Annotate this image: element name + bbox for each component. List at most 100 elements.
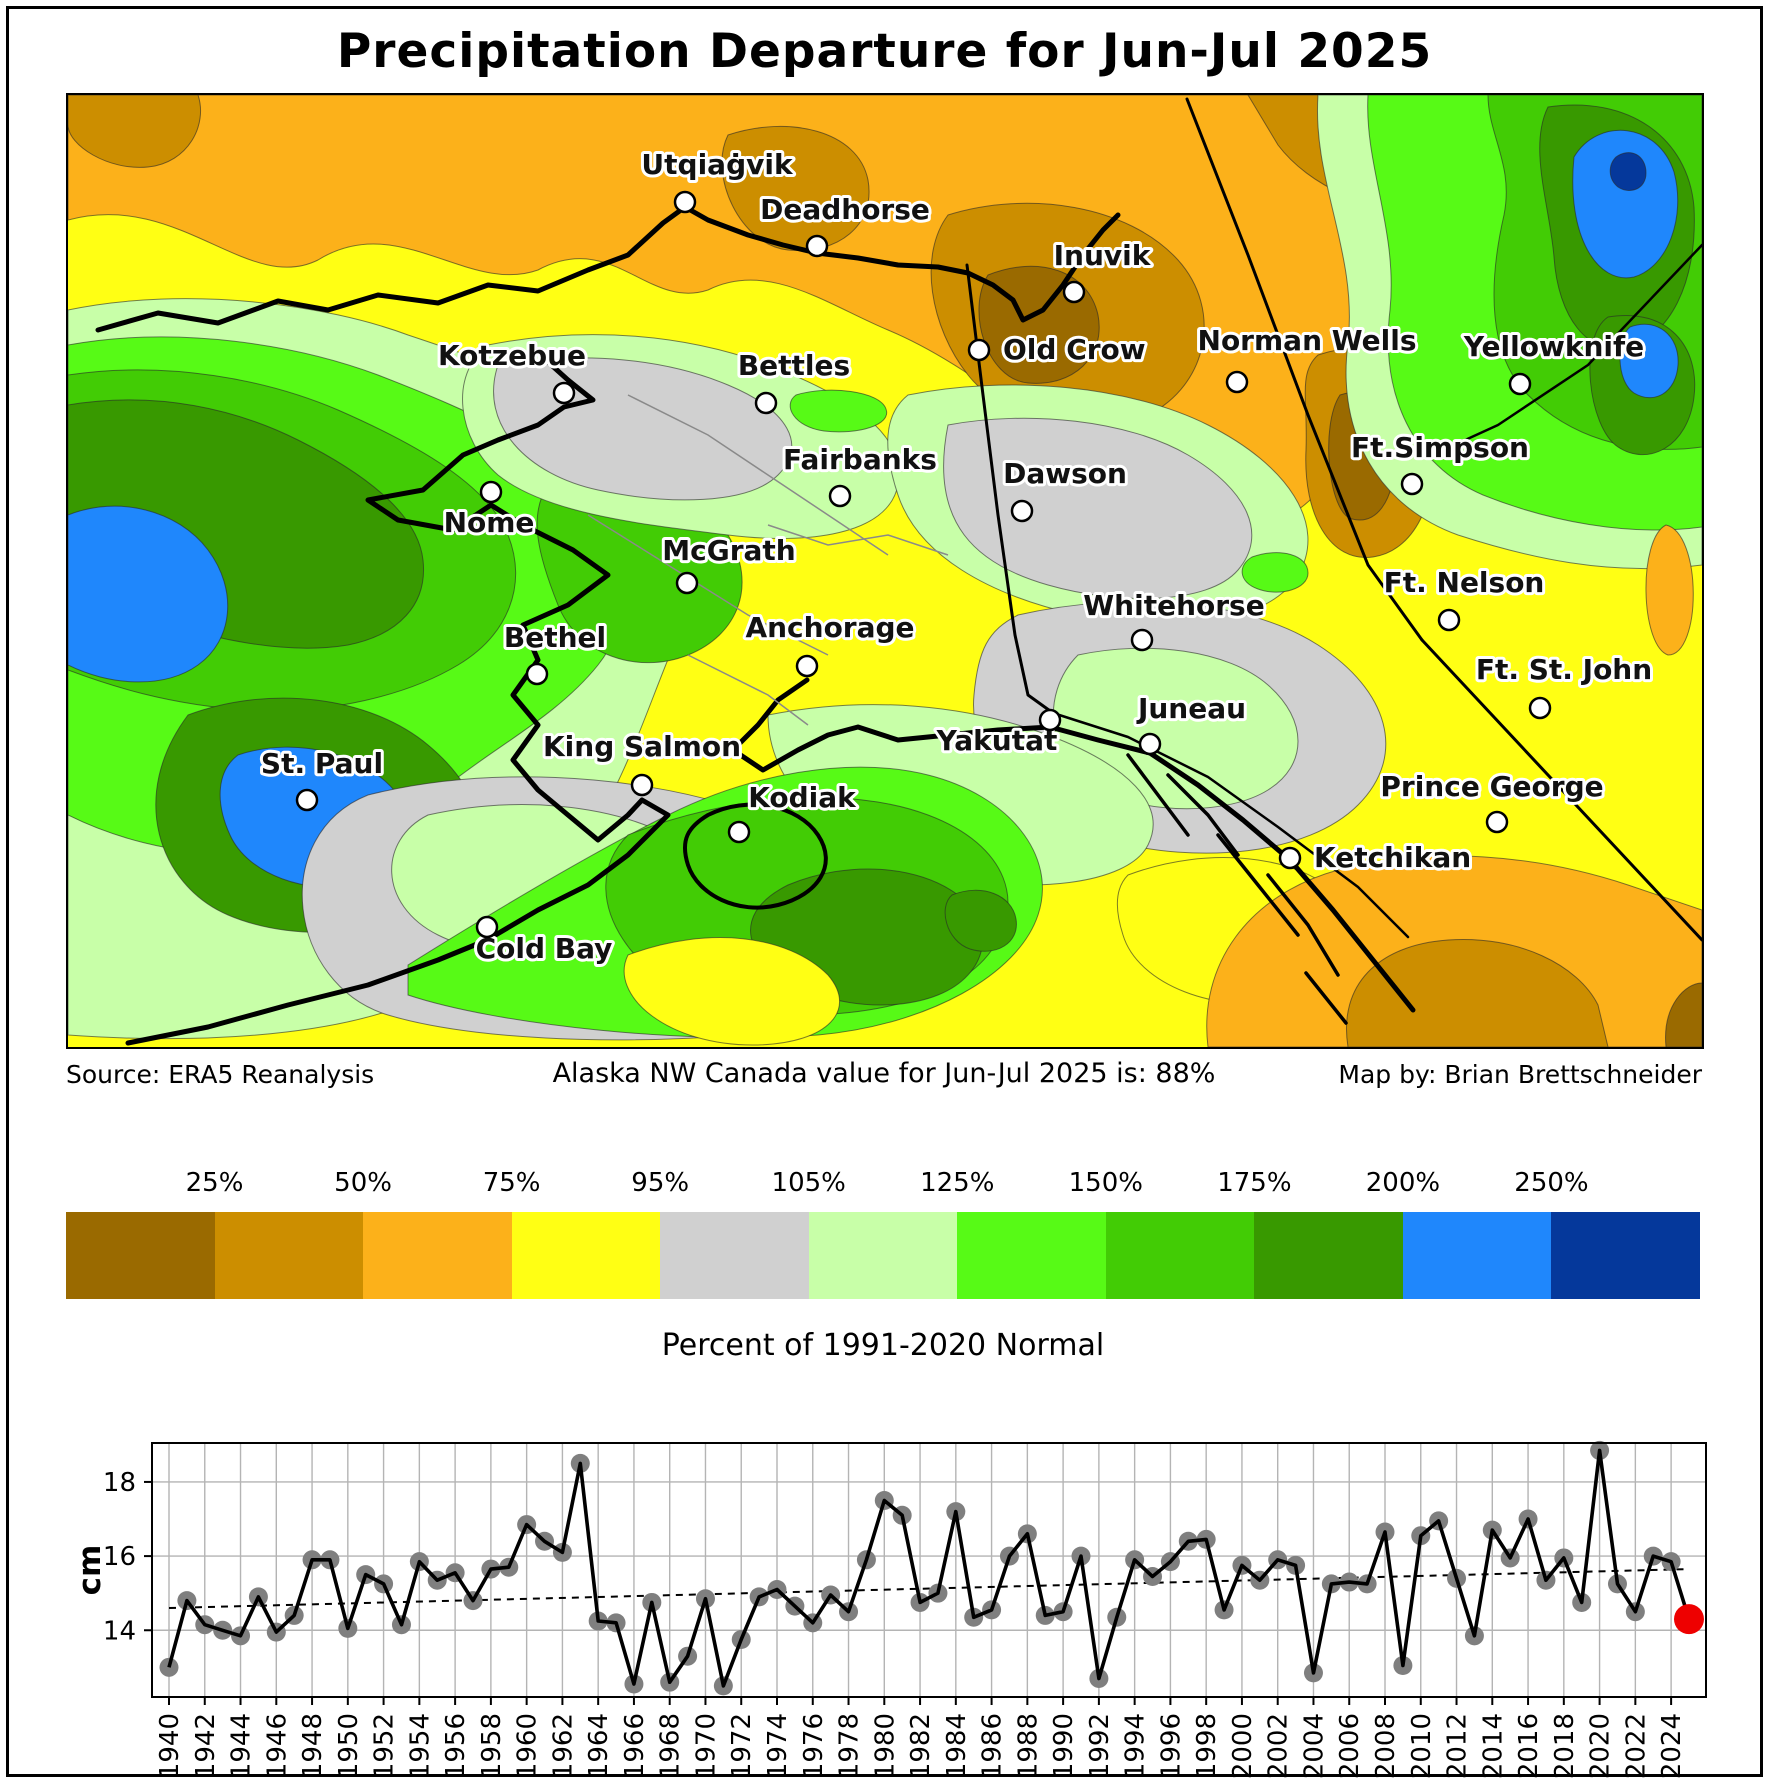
x-tick-label: 1998	[1192, 1713, 1222, 1779]
city-marker	[525, 662, 549, 686]
city-label: Yakutat	[936, 724, 1058, 757]
x-tick-label: 1978	[835, 1713, 865, 1779]
map-contour-region	[1665, 982, 1702, 1047]
city-marker	[675, 571, 699, 595]
x-tick-label: 1996	[1156, 1713, 1186, 1779]
city-label: Bethel	[504, 621, 606, 654]
city-label: Kotzebue	[438, 339, 586, 372]
x-tick-label: 2012	[1443, 1713, 1473, 1779]
map-contour-region	[68, 95, 202, 168]
city-label: Whitehorse	[1083, 589, 1264, 622]
city-marker	[967, 338, 991, 362]
colorbar-caption: Percent of 1991-2020 Normal	[661, 1328, 1105, 1363]
border-alaska-bc	[1051, 711, 1410, 939]
map-contour-region	[1619, 323, 1679, 399]
map-contour-region	[1241, 552, 1309, 593]
city-marker	[1038, 708, 1062, 732]
city-label: Ft. St. John	[1476, 653, 1652, 686]
city-marker	[475, 915, 499, 939]
x-tick-label: 1984	[942, 1713, 972, 1779]
interior-boundary	[627, 394, 889, 556]
region-value-text: Alaska NW Canada value for Jun-Jul 2025 …	[552, 1058, 1216, 1089]
map-contour-region	[721, 125, 870, 252]
x-tick-label: 1974	[763, 1713, 793, 1779]
y-tick-label: 18	[103, 1468, 136, 1498]
map-contour-region	[943, 417, 1253, 599]
panhandle-island	[1216, 833, 1300, 937]
city-label: Yellowknife	[1463, 330, 1644, 363]
x-tick-label: 2002	[1264, 1713, 1294, 1779]
map-contour-region	[1645, 524, 1694, 656]
map-contour-region	[789, 389, 888, 433]
colorbar	[66, 1212, 1701, 1299]
x-tick-label: 1982	[906, 1713, 936, 1779]
x-tick-label: 1972	[727, 1713, 757, 1779]
colorbar-segment	[957, 1212, 1106, 1299]
precipitation-map: Utqiaġvik Deadhorse Inuvik Old Crow Norman W…	[66, 93, 1704, 1049]
colorbar-segment	[1254, 1212, 1403, 1299]
city-label: Old Crow	[1003, 333, 1146, 366]
city-marker	[1225, 370, 1249, 394]
colorbar-tick-labels: 25% 50% 75% 95% 105% 125% 150% 175% 200% 250%	[66, 1168, 1700, 1202]
x-tick-label: 1968	[656, 1713, 686, 1779]
city-label: Ft.Simpson	[1351, 431, 1529, 464]
y-axis-label: cm	[72, 1545, 108, 1596]
city-marker	[1485, 810, 1509, 834]
x-tick-label: 1958	[477, 1713, 507, 1779]
city-marker	[295, 788, 319, 812]
border-bc-diagonal	[1420, 638, 1702, 942]
x-tick-label: 1944	[227, 1713, 257, 1779]
x-tick-label: 1986	[978, 1713, 1008, 1779]
colorbar-tick-label: 95%	[631, 1168, 690, 1198]
city-marker	[1400, 472, 1424, 496]
map-contour-region	[68, 505, 229, 683]
city-label: Inuvik	[1054, 239, 1152, 272]
x-tick-label: 1980	[870, 1713, 900, 1779]
city-label: St. Paul	[261, 747, 383, 780]
city-marker	[754, 391, 778, 415]
x-tick-label: 1956	[441, 1713, 471, 1779]
map-contour-region	[944, 889, 1017, 952]
city-marker	[1508, 372, 1532, 396]
x-tick-label: 1966	[620, 1713, 650, 1779]
x-tick-label: 1988	[1013, 1713, 1043, 1779]
border-alaska-yukon	[965, 263, 1055, 715]
y-tick-label: 14	[103, 1616, 136, 1646]
city-marker	[795, 654, 819, 678]
interior-boundary	[587, 514, 829, 656]
colorbar-tick-label: 105%	[771, 1168, 846, 1198]
x-tick-label: 1962	[548, 1713, 578, 1779]
x-tick-label: 1960	[513, 1713, 543, 1779]
x-tick-label: 1946	[262, 1713, 292, 1779]
x-tick-label: 2014	[1478, 1713, 1508, 1779]
timeseries-chart: 14 16 18 1940 1942 1944 1946 1948 1950 1952 1954 19…	[0, 1400, 1769, 1783]
x-tick-label: 1994	[1121, 1713, 1151, 1779]
map-contour-region	[623, 937, 840, 1046]
border-nwt-east	[1426, 243, 1702, 459]
colorbar-segment	[660, 1212, 809, 1299]
x-tick-label: 2008	[1371, 1713, 1401, 1779]
precipitation-map-canvas: Utqiaġvik Deadhorse Inuvik Old Crow Norman W…	[68, 95, 1702, 1047]
panhandle-island	[1304, 971, 1348, 1025]
colorbar-segment	[1105, 1212, 1255, 1299]
panhandle-island	[1166, 773, 1240, 857]
city-marker	[1138, 732, 1162, 756]
interior-boundary	[687, 654, 809, 726]
colorbar-segment	[66, 1212, 215, 1299]
panhandle-island	[1266, 873, 1340, 977]
kodiak-island-outline	[682, 802, 828, 910]
city-marker	[479, 480, 503, 504]
city-marker	[1010, 499, 1034, 523]
colorbar-segment	[1402, 1212, 1552, 1299]
colorbar-segment	[511, 1212, 661, 1299]
plot-frame	[151, 1442, 1707, 1698]
border-yukon-nwt	[1185, 97, 1424, 642]
city-label: Norman Wells	[1198, 324, 1417, 357]
panhandle-island	[1126, 753, 1190, 837]
city-label: Ketchikan	[1314, 841, 1471, 874]
city-label: Fairbanks	[783, 443, 937, 476]
x-tick-label: 1950	[334, 1713, 364, 1779]
city-label: Anchorage	[745, 611, 914, 644]
colorbar-tick-label: 75%	[482, 1168, 541, 1198]
